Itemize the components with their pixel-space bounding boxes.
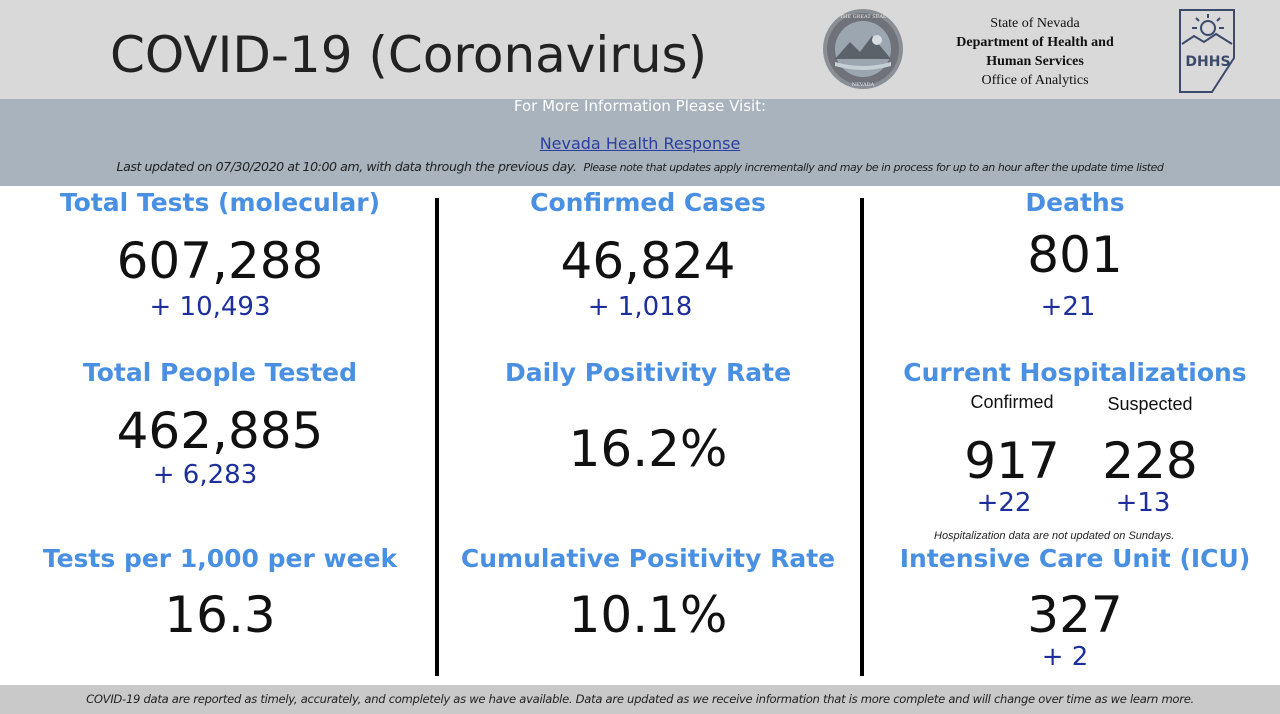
daily-positivity-value: 16.2%	[568, 420, 728, 478]
confirmed-cases-value: 46,824	[560, 232, 736, 290]
svg-text:NEVADA: NEVADA	[852, 82, 875, 88]
total-tests-title: Total Tests (molecular)	[59, 188, 381, 217]
hospitalizations-suspected-label: Suspected	[1107, 394, 1193, 414]
update-note: Please note that updates apply increment…	[583, 161, 1164, 174]
cumulative-positivity-title: Cumulative Positivity Rate	[460, 544, 836, 573]
agency-department: Department of Health and	[956, 35, 1114, 50]
agency-state: State of Nevada	[990, 16, 1080, 31]
agency-department-cont: Human Services	[986, 54, 1084, 69]
header-banner	[0, 0, 1280, 99]
agency-block: State of Nevada Department of Health and…	[935, 14, 1135, 90]
dhhs-logo-icon: DHHS	[1179, 9, 1235, 93]
confirmed-cases-title: Confirmed Cases	[530, 188, 766, 217]
column-divider-left	[435, 198, 439, 676]
deaths-value: 801	[1027, 226, 1123, 284]
footer-bar	[0, 685, 1280, 714]
people-tested-delta: + 6,283	[152, 460, 258, 490]
svg-text:THE GREAT SEAL: THE GREAT SEAL	[840, 14, 887, 20]
daily-positivity-title: Daily Positivity Rate	[504, 358, 792, 387]
column-divider-right	[860, 198, 864, 676]
hospitalization-note: Hospitalization data are not updated on …	[934, 530, 1175, 542]
hospitalizations-suspected-value: 228	[1102, 432, 1198, 490]
total-tests-value: 607,288	[116, 232, 324, 290]
people-tested-value: 462,885	[116, 402, 324, 460]
confirmed-cases-delta: + 1,018	[587, 292, 693, 322]
people-tested-title: Total People Tested	[83, 358, 357, 387]
deaths-delta: +21	[1040, 292, 1096, 322]
icu-title: Intensive Care Unit (ICU)	[899, 544, 1251, 573]
nevada-health-response-link[interactable]: Nevada Health Response	[539, 134, 741, 153]
footer-disclaimer: COVID-19 data are reported as timely, ac…	[86, 692, 1194, 706]
icu-delta: + 2	[1041, 642, 1089, 672]
page-title: COVID-19 (Coronavirus)	[110, 26, 708, 84]
last-updated-main: Last updated on 07/30/2020 at 10:00 am, …	[116, 159, 577, 174]
tests-per-1000-value: 16.3	[164, 586, 276, 644]
icu-value: 327	[1027, 586, 1123, 644]
deaths-title: Deaths	[1025, 188, 1125, 217]
cumulative-positivity-value: 10.1%	[568, 586, 728, 644]
last-updated-text: Last updated on 07/30/2020 at 10:00 am, …	[0, 159, 1280, 174]
hospitalizations-confirmed-value: 917	[964, 432, 1060, 490]
hospitalizations-title: Current Hospitalizations	[903, 358, 1247, 387]
hospitalizations-suspected-delta: +13	[1115, 488, 1171, 518]
nevada-seal-icon: THE GREAT SEAL NEVADA	[823, 9, 903, 89]
total-tests-delta: + 10,493	[149, 292, 271, 322]
hospitalizations-confirmed-label: Confirmed	[970, 392, 1054, 412]
svg-text:DHHS: DHHS	[1185, 54, 1230, 70]
info-visit-text: For More Information Please Visit:	[513, 97, 767, 115]
info-bar	[0, 99, 1280, 186]
tests-per-1000-title: Tests per 1,000 per week	[42, 544, 398, 573]
hospitalizations-confirmed-delta: +22	[976, 488, 1032, 518]
agency-office: Office of Analytics	[981, 73, 1089, 88]
